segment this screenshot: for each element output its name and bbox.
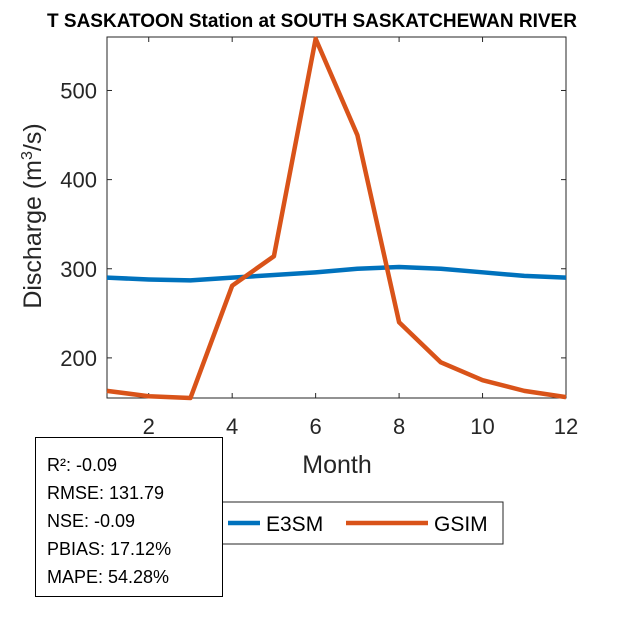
x-tick-label: 6 — [310, 414, 322, 439]
stat-rmse: RMSE: 131.79 — [47, 483, 165, 503]
x-axis-label: Month — [302, 451, 371, 479]
legend-label-gsim: GSIM — [434, 513, 488, 536]
x-tick-label: 8 — [393, 414, 405, 439]
plot-area — [106, 36, 567, 399]
stat-nse: NSE: -0.09 — [47, 511, 136, 531]
y-tick-label: 300 — [60, 257, 97, 282]
legend: E3SM GSIM — [221, 501, 504, 545]
y-axis-label-tail: /s) — [19, 123, 47, 151]
stat-pbias: PBIAS: 17.12% — [47, 539, 172, 559]
y-axis-label-superscript: 3 — [19, 151, 36, 160]
series-lines — [106, 36, 567, 401]
y-tick-label: 200 — [60, 346, 97, 371]
stat-r2: R²: -0.09 — [47, 455, 118, 475]
chart-title: T SASKATOON Station at SOUTH SASKATCHEWA… — [47, 11, 577, 32]
axis-ticks: 2 4 6 8 10 12 200 300 400 500 — [60, 37, 578, 439]
y-axis-label: Discharge (m3/s) — [19, 123, 47, 308]
stats-box: R²: -0.09 RMSE: 131.79 NSE: -0.09 PBIAS:… — [35, 437, 223, 597]
series-line-gsim — [106, 36, 567, 401]
x-tick-label: 12 — [554, 414, 578, 439]
x-tick-label: 2 — [143, 414, 155, 439]
stat-mape: MAPE: 54.28% — [47, 567, 170, 587]
legend-label-e3sm: E3SM — [266, 513, 323, 536]
x-tick-label: 10 — [470, 414, 494, 439]
x-tick-label: 4 — [226, 414, 238, 439]
y-tick-label: 500 — [60, 78, 97, 103]
y-axis-label-main: Discharge (m — [19, 160, 47, 309]
series-line-e3sm — [106, 264, 567, 283]
y-tick-label: 400 — [60, 168, 97, 193]
